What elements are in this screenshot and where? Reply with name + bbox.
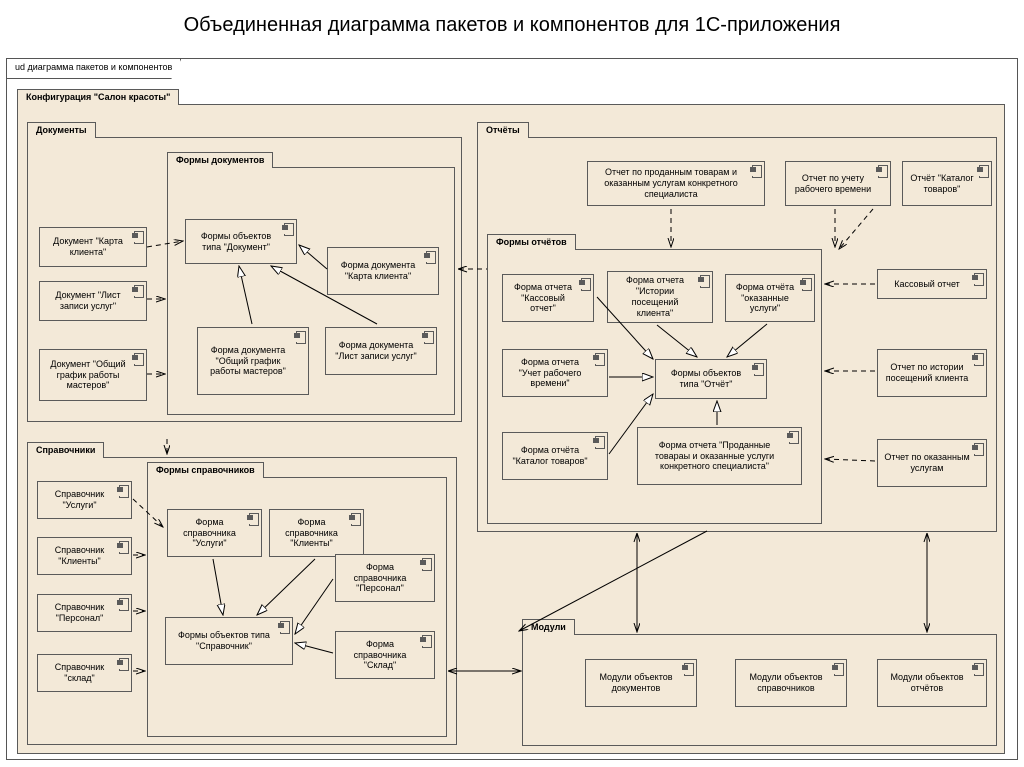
component-rf_worktime: Форма отчета "Учет рабочего времени" (502, 349, 608, 397)
component-rff_stock: Форма справочника "Склад" (335, 631, 435, 679)
component-rf_services: Форма отчёта "оказанные услуги" (725, 274, 815, 322)
component-rep_time: Отчет по учету рабочего времени (785, 161, 891, 206)
package-tab-config: Конфигурация "Салон красоты" (17, 89, 179, 105)
component-icon (972, 443, 983, 455)
package-tab-refs: Справочники (27, 442, 104, 458)
component-doc_form_list: Форма документа "Лист записи услуг" (325, 327, 437, 375)
component-doc_form_obj: Формы объектов типа "Документ" (185, 219, 297, 264)
package-tab-ref_forms: Формы справочников (147, 462, 264, 478)
component-icon (422, 331, 433, 343)
component-icon (977, 165, 988, 177)
component-icon (420, 558, 431, 570)
component-mod_docs: Модули объектов документов (585, 659, 697, 707)
component-icon (579, 278, 590, 290)
component-rep_sold: Отчет по проданным товарам и оказанным у… (587, 161, 765, 206)
component-icon (117, 541, 128, 553)
component-icon (752, 363, 763, 375)
package-tab-reports: Отчёты (477, 122, 529, 138)
component-rf_history: Форма отчета "Истории посещений клиента" (607, 271, 713, 323)
component-icon (876, 165, 887, 177)
component-doc_list: Документ "Лист записи услуг" (39, 281, 147, 321)
package-tab-doc_forms: Формы документов (167, 152, 273, 168)
component-icon (117, 658, 128, 670)
component-icon (593, 436, 604, 448)
component-icon (750, 165, 761, 177)
component-ref_clients: Справочник "Клиенты" (37, 537, 132, 575)
component-doc_card: Документ "Карта клиента" (39, 227, 147, 267)
component-icon (593, 353, 604, 365)
component-icon (698, 275, 709, 287)
component-rep_cash: Кассовый отчет (877, 269, 987, 299)
component-rf_sold: Форма отчета "Проданные товараы и оказан… (637, 427, 802, 485)
component-doc_form_card: Форма документа "Карта клиента" (327, 247, 439, 295)
component-icon (420, 635, 431, 647)
component-rf_catalog: Форма отчёта "Каталог товаров" (502, 432, 608, 480)
component-icon (349, 513, 360, 525)
component-icon (832, 663, 843, 675)
component-rf_obj: Формы объектов типа "Отчёт" (655, 359, 767, 399)
package-tab-documents: Документы (27, 122, 96, 138)
component-icon (800, 278, 811, 290)
component-icon (117, 598, 128, 610)
diagram-canvas: ud диаграмма пакетов и компонентов Конфи… (6, 58, 1018, 760)
component-ref_personnel: Справочник "Персонал" (37, 594, 132, 632)
component-icon (682, 663, 693, 675)
component-rep_history: Отчет по истории посещений клиента (877, 349, 987, 397)
component-icon (132, 231, 143, 243)
component-rff_clients: Форма справочника "Клиенты" (269, 509, 364, 557)
component-rff_obj: Формы объектов типа "Справочник" (165, 617, 293, 665)
page-title: Объединенная диаграмма пакетов и компоне… (0, 0, 1024, 45)
component-icon (132, 353, 143, 365)
component-icon (247, 513, 258, 525)
component-mod_refs: Модули объектов справочников (735, 659, 847, 707)
component-rff_personnel: Форма справочника "Персонал" (335, 554, 435, 602)
component-icon (972, 353, 983, 365)
component-icon (787, 431, 798, 443)
component-rep_catalog: Отчёт "Каталог товаров" (902, 161, 992, 206)
canvas-tab: ud диаграмма пакетов и компонентов (7, 59, 181, 79)
package-tab-modules: Модули (522, 619, 575, 635)
component-rff_services: Форма справочника "Услуги" (167, 509, 262, 557)
component-doc_graph: Документ "Общий график работы мастеров" (39, 349, 147, 401)
component-mod_reps: Модули объектов отчётов (877, 659, 987, 707)
component-icon (972, 273, 983, 285)
component-icon (132, 285, 143, 297)
component-ref_services: Справочник "Услуги" (37, 481, 132, 519)
component-icon (282, 223, 293, 235)
component-icon (294, 331, 305, 343)
component-icon (424, 251, 435, 263)
component-doc_form_graph: Форма документа "Общий график работы мас… (197, 327, 309, 395)
component-icon (278, 621, 289, 633)
component-rep_services: Отчет по оказанным услугам (877, 439, 987, 487)
package-tab-report_forms: Формы отчётов (487, 234, 576, 250)
component-rf_cash: Форма отчета "Кассовый отчет" (502, 274, 594, 322)
component-icon (972, 663, 983, 675)
component-icon (117, 485, 128, 497)
component-ref_stock: Справочник "склад" (37, 654, 132, 692)
